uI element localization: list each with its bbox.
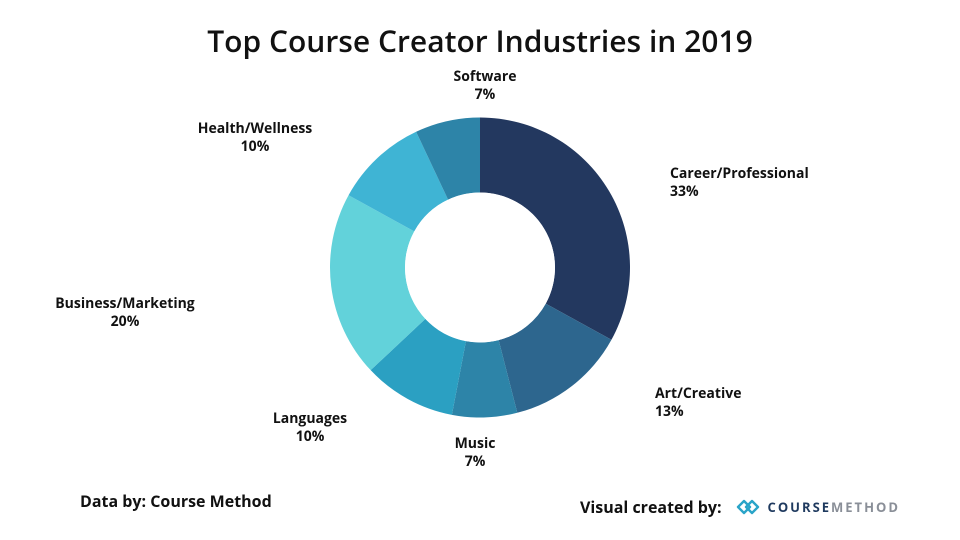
donut-chart xyxy=(330,118,630,423)
slice-label-name: Career/Professional xyxy=(670,165,809,183)
slice-label: Music7% xyxy=(455,435,496,470)
slice-label-name: Business/Marketing xyxy=(55,295,194,313)
logo-text-course: COURSE xyxy=(768,498,831,516)
slice-label-name: Software xyxy=(454,68,517,86)
slice-label: Software7% xyxy=(454,68,517,103)
logo-text: COURSEMETHOD xyxy=(768,498,900,516)
slice-label: Business/Marketing20% xyxy=(55,295,194,330)
slice-label-pct: 20% xyxy=(55,313,194,331)
slice-label-pct: 10% xyxy=(273,428,347,446)
slice-label-pct: 7% xyxy=(455,453,496,471)
slice-label-name: Languages xyxy=(273,410,347,428)
slice-label-pct: 33% xyxy=(670,183,809,201)
slice-label-name: Music xyxy=(455,435,496,453)
slice-label: Career/Professional33% xyxy=(670,165,809,200)
visual-credit: Visual created by: COURSEMETHOD xyxy=(580,496,900,518)
page-title: Top Course Creator Industries in 2019 xyxy=(0,20,960,61)
course-method-logo: COURSEMETHOD xyxy=(734,496,900,518)
logo-icon xyxy=(734,496,762,518)
slice-label: Languages10% xyxy=(273,410,347,445)
logo-text-method: METHOD xyxy=(831,498,900,516)
slice-label-pct: 7% xyxy=(454,86,517,104)
slice-label: Health/Wellness10% xyxy=(198,120,313,155)
slice-label-pct: 10% xyxy=(198,138,313,156)
donut-svg xyxy=(330,118,630,418)
donut-hole xyxy=(405,193,555,343)
data-credit: Data by: Course Method xyxy=(80,490,272,512)
slice-label-name: Health/Wellness xyxy=(198,120,313,138)
slice-label-name: Art/Creative xyxy=(655,385,741,403)
slice-label: Art/Creative13% xyxy=(655,385,741,420)
slice-label-pct: 13% xyxy=(655,403,741,421)
visual-credit-prefix: Visual created by: xyxy=(580,496,722,518)
